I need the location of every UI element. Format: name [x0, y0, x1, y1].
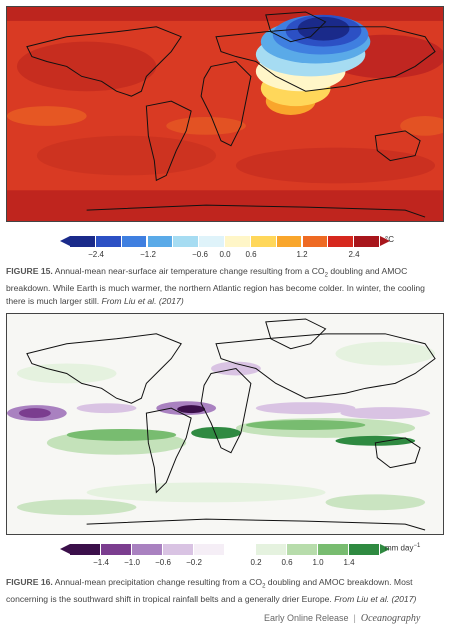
- precipitation-colorbar-segment: [287, 544, 318, 555]
- figure-15-source: From Liu et al. (2017): [101, 295, 184, 306]
- figure-16-source: From Liu et al. (2017): [334, 594, 417, 605]
- temperature-colorbar-max-arrow: [380, 236, 390, 246]
- temperature-colorbar-segment: [121, 236, 148, 247]
- figure-15-text-part2: doubling and AMOC breakdown. While Earth…: [6, 266, 425, 306]
- precipitation-colorbar: [60, 544, 390, 555]
- temperature-colorbar-segment: [276, 236, 303, 247]
- figure-16-caption: FIGURE 16. Annual-mean precipitation cha…: [6, 576, 444, 606]
- temperature-map-graphic: [7, 7, 443, 221]
- temperature-colorbar-min-arrow: [60, 236, 70, 246]
- temperature-colorbar-segment: [225, 236, 251, 247]
- precipitation-unit-exponent: −1: [413, 543, 421, 549]
- figure-15-label: FIGURE 15.: [6, 266, 53, 276]
- figure-15-text-part1: Annual-mean near-surface air temperature…: [54, 266, 325, 276]
- release-label: Early Online Release: [264, 613, 349, 623]
- temperature-colorbar-segment: [95, 236, 122, 247]
- temperature-colorbar-segment: [173, 236, 200, 247]
- temperature-tick-label: 2.4: [348, 250, 360, 259]
- figure-16-subscript: 2: [262, 583, 266, 590]
- figure-15-subscript: 2: [324, 272, 328, 279]
- precipitation-tick-label: −1.4: [93, 558, 109, 567]
- precipitation-tick-label: 1.4: [343, 558, 355, 567]
- temperature-colorbar-segment: [70, 236, 96, 247]
- temperature-unit: °C: [385, 235, 394, 244]
- precipitation-colorbar-segment: [256, 544, 287, 555]
- precipitation-colorbar-max-arrow: [380, 544, 390, 554]
- temperature-tick-label: 1.2: [296, 250, 308, 259]
- precipitation-colorbar-segment: [163, 544, 194, 555]
- precipitation-tick-label: −0.6: [155, 558, 171, 567]
- precipitation-map-graphic: [7, 314, 443, 534]
- precipitation-colorbar-segment: [225, 544, 256, 555]
- figure-15-caption: FIGURE 15. Annual-mean near-surface air …: [6, 265, 444, 307]
- precipitation-tick-label: 0.6: [281, 558, 293, 567]
- precipitation-tick-label: −0.2: [186, 558, 202, 567]
- temperature-colorbar-segment: [354, 236, 380, 247]
- precipitation-unit-main: mm day: [385, 543, 414, 553]
- precipitation-colorbar-segment: [132, 544, 163, 555]
- temperature-tick-label: 0.6: [245, 250, 257, 259]
- temperature-tick-label: −1.2: [140, 250, 156, 259]
- temperature-colorbar-segment: [147, 236, 174, 247]
- page-footer: Early Online Release | Oceanography: [264, 613, 420, 624]
- figure-16-text-part1: Annual-mean precipitation change resulti…: [54, 577, 263, 587]
- precipitation-tick-label: 1.0: [312, 558, 324, 567]
- temperature-tick-label: −2.4: [88, 250, 104, 259]
- temperature-colorbar: [60, 236, 390, 247]
- journal-name: Oceanography: [360, 613, 421, 624]
- temperature-colorbar-segment: [328, 236, 355, 247]
- precipitation-colorbar-segment: [101, 544, 132, 555]
- temperature-colorbar-segment: [199, 236, 225, 247]
- precipitation-colorbar-segment: [194, 544, 225, 555]
- temperature-colorbar-segment: [250, 236, 277, 247]
- precipitation-colorbar-min-arrow: [60, 544, 70, 554]
- precipitation-change-map: [6, 313, 444, 535]
- temperature-change-map: [6, 6, 444, 222]
- precipitation-colorbar-segment: [70, 544, 101, 555]
- temperature-colorbar-segment: [302, 236, 329, 247]
- temperature-tick-label: −0.6: [192, 250, 208, 259]
- figure-16-label: FIGURE 16.: [6, 577, 53, 587]
- figure-16-text-part2: doubling and AMOC breakdown. Most concer…: [6, 577, 413, 605]
- precipitation-tick-label: −1.0: [124, 558, 140, 567]
- temperature-tick-label: 0.0: [219, 250, 231, 259]
- precipitation-unit: mm day−1: [385, 543, 420, 553]
- precipitation-tick-label: 0.2: [250, 558, 262, 567]
- precipitation-colorbar-segment: [349, 544, 380, 555]
- precipitation-colorbar-segment: [318, 544, 349, 555]
- footer-separator: |: [353, 613, 356, 623]
